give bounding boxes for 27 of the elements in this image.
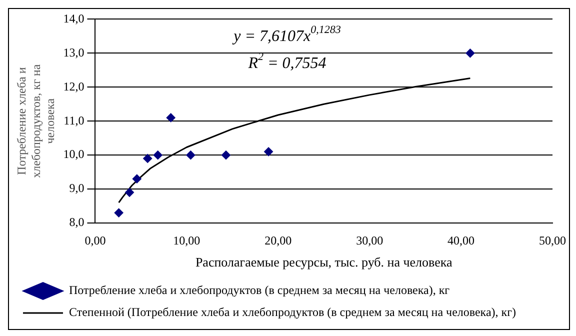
x-tick-label: 20,00: [264, 233, 292, 248]
point: [153, 150, 162, 160]
x-axis-title: Располагаемые ресурсы, тыс. руб. на человека: [195, 254, 452, 270]
x-tick-label: 0,00: [84, 233, 106, 248]
legend-label: Потребление хлеба и хлебопродуктов (в среднем за месяц на человека), кг: [69, 283, 450, 298]
point: [143, 154, 152, 163]
point: [114, 208, 124, 218]
y-tick-label: 10,0: [63, 147, 84, 162]
y-tick-label: 14,0: [63, 11, 84, 26]
point: [166, 113, 176, 122]
y-axis-title: Потребление хлеба и хлебопродуктов, кг на человека: [14, 64, 58, 178]
point: [132, 174, 142, 184]
y-tick-label: 8,0: [69, 215, 84, 230]
point: [186, 150, 196, 160]
x-tick-label: 30,00: [356, 233, 384, 248]
x-tick-label: 10,00: [173, 233, 200, 248]
legend-label: Степенной (Потребление хлеба и хлебопродуктов (в среднем за месяц на человека), кг): [69, 305, 516, 320]
point: [264, 147, 274, 156]
x-tick-label: 50,00: [539, 233, 566, 248]
y-tick-label: 13,0: [63, 45, 84, 60]
point: [221, 150, 230, 160]
y-tick-label: 12,0: [63, 79, 84, 94]
point: [125, 188, 134, 197]
y-tick-label: 11,0: [64, 113, 84, 128]
y-tick-label: 9,0: [69, 181, 84, 196]
x-tick-label: 40,00: [448, 233, 475, 248]
point: [466, 48, 475, 58]
